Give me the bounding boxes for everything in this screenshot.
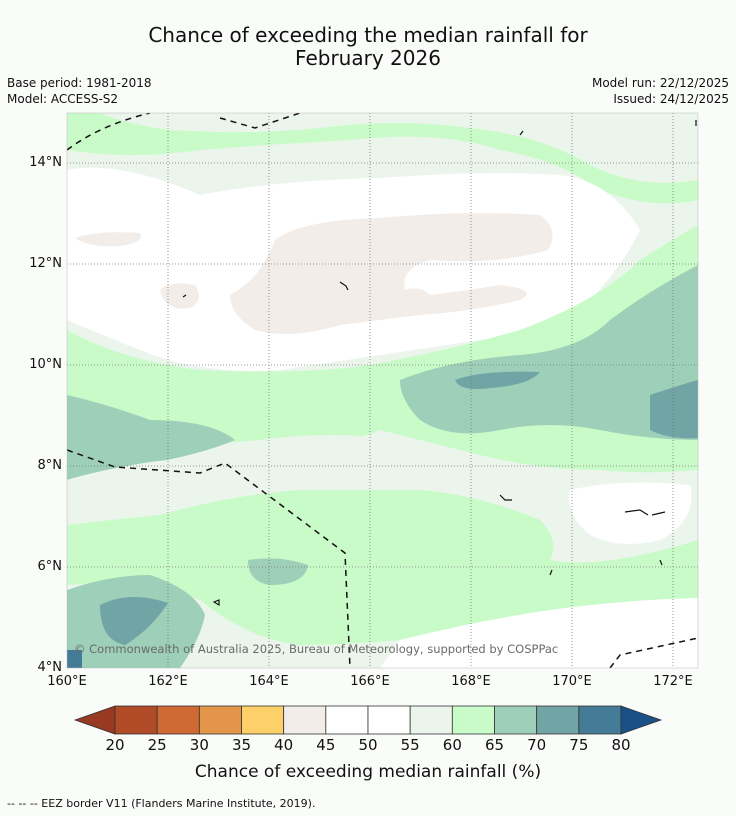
colorbar-segment [367, 705, 411, 735]
longitude-label: 162°E [148, 674, 188, 689]
zone-55-60-north [100, 113, 698, 183]
zone-60-65-south [67, 490, 698, 645]
colorbar-tick-label: 20 [105, 736, 125, 754]
colorbar-tick-label: 60 [442, 736, 462, 754]
colorbar-tick-label: 80 [611, 736, 631, 754]
zone-65-70-small [248, 558, 308, 585]
colorbar-segment [114, 705, 158, 735]
model-name: Model: ACCESS-S2 [7, 92, 119, 106]
colorbar-tick-label: 45 [316, 736, 336, 754]
chart-title-line2: February 2026 [295, 46, 441, 70]
model-run: Model run: 22/12/2025 [591, 76, 729, 90]
colorbar-tick-label: 75 [569, 736, 589, 754]
zone-75-80-corner [67, 650, 82, 668]
zone-45-55-south [380, 598, 698, 668]
colorbar-tick-label: 70 [527, 736, 547, 754]
colorbar-segment [578, 705, 622, 735]
chart-title-line1: Chance of exceeding the median rainfall … [148, 23, 588, 47]
colorbar-segment [325, 705, 369, 735]
zone-70-75-far-east [650, 380, 698, 439]
latitude-label: 14°N [29, 155, 62, 170]
zone-70-75-east [455, 371, 540, 389]
colorbar-tick-label: 40 [274, 736, 294, 754]
colorbar-segment [198, 705, 242, 735]
latitude-label: 6°N [37, 559, 63, 574]
longitude-label: 164°E [249, 674, 289, 689]
zone-65-70-west [67, 395, 235, 480]
longitude-label: 170°E [552, 674, 592, 689]
latitude-label: 4°N [37, 660, 63, 675]
colorbar-tick-label: 55 [400, 736, 420, 754]
colorbar-tick-label: 25 [147, 736, 167, 754]
eez-footnote: -- -- -- EEZ border V11 (Flanders Marine… [7, 797, 316, 810]
islands [182, 120, 697, 607]
zone-70-75-southwest [100, 596, 168, 645]
colorbar-tick-label: 35 [231, 736, 252, 754]
issued-date: Issued: 24/12/2025 [613, 92, 729, 106]
colorbar-segment [409, 705, 453, 735]
meta-right: Model run: 22/12/2025 Issued: 24/12/2025 [592, 75, 729, 107]
colorbar-segment [283, 705, 327, 735]
colorbar-tick-label: 50 [358, 736, 378, 754]
latitude-label: 10°N [29, 357, 62, 372]
zone-40-45-west [75, 232, 141, 247]
colorbar-segment [156, 705, 200, 735]
colorbar-segment [536, 705, 580, 735]
colorbar-high-extend [620, 705, 663, 735]
base-period: Base period: 1981-2018 [7, 76, 152, 90]
zone-40-45-small [160, 283, 199, 309]
colorbar-segment [494, 705, 538, 735]
zone-40-45-central [230, 213, 553, 334]
zone-45-55-southeast [569, 482, 692, 544]
colorbar-low-extend [73, 705, 116, 735]
map-frame [66, 112, 699, 669]
latitude-label: 8°N [37, 458, 63, 473]
colorbar-tick-label: 30 [189, 736, 209, 754]
zone-55-60-south [67, 430, 698, 547]
eez-borders [67, 113, 698, 668]
colorbar-segment [451, 705, 495, 735]
longitude-label: 166°E [350, 674, 390, 689]
colorbar-tick-label: 65 [484, 736, 505, 754]
longitude-label: 160°E [47, 674, 87, 689]
longitude-label: 172°E [653, 674, 693, 689]
latitude-label: 12°N [29, 256, 62, 271]
colorbar-label: Chance of exceeding median rainfall (%) [194, 762, 542, 782]
longitude-label: 168°E [451, 674, 491, 689]
meta-left: Base period: 1981-2018 Model: ACCESS-S2 [7, 75, 152, 107]
gridlines [67, 113, 698, 668]
colorbar [73, 705, 663, 735]
colorbar-segment [241, 705, 285, 735]
zone-65-70-east [400, 265, 698, 440]
map-contours [67, 113, 698, 668]
copyright-text: © Commonwealth of Australia 2025, Bureau… [74, 642, 559, 656]
